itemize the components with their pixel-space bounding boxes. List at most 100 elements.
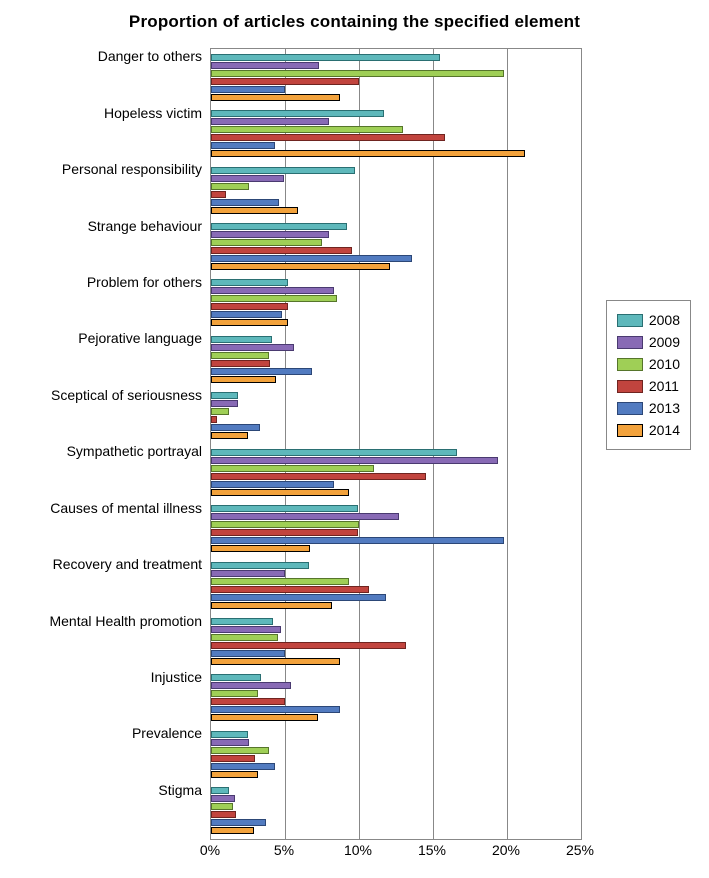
legend-label: 2010 [649,356,680,372]
bar [211,94,340,101]
category-label: Pejorative language [78,330,202,346]
x-tick-label: 5% [274,842,294,858]
bar [211,191,226,198]
bar [211,400,238,407]
bar [211,54,440,61]
bar [211,505,358,512]
bar [211,207,298,214]
bar [211,578,349,585]
bar [211,811,236,818]
bar [211,714,318,721]
category-label: Danger to others [98,48,202,64]
bar [211,602,332,609]
bar [211,819,266,826]
category-label: Prevalence [132,725,202,741]
bar [211,674,261,681]
bar [211,223,347,230]
category-label: Sceptical of seriousness [51,387,202,403]
legend-item: 2010 [617,353,680,375]
chart-title: Proportion of articles containing the sp… [0,0,709,36]
legend-label: 2014 [649,422,680,438]
legend-item: 2008 [617,309,680,331]
bar [211,513,399,520]
bar [211,376,276,383]
bar [211,618,273,625]
bar [211,344,294,351]
bar [211,545,310,552]
category-label: Injustice [151,669,202,685]
y-axis-labels: Danger to others Hopeless victim Personal … [0,48,210,838]
bar [211,457,498,464]
bar [211,706,340,713]
bar [211,682,291,689]
bar [211,755,255,762]
bar [211,247,352,254]
x-tick-label: 25% [566,842,594,858]
bar [211,279,288,286]
category-label: Personal responsibility [62,161,202,177]
legend-label: 2013 [649,400,680,416]
bar [211,110,384,117]
bar [211,352,269,359]
chart-container: Proportion of articles containing the sp… [0,0,709,878]
bar [211,690,258,697]
gridline [507,49,508,839]
bar [211,416,217,423]
bar [211,295,337,302]
legend-swatch [617,424,643,437]
category-label: Sympathetic portrayal [67,443,202,459]
bar [211,481,334,488]
bar [211,70,504,77]
bar [211,537,504,544]
bar [211,594,386,601]
legend-item: 2011 [617,375,680,397]
bar [211,368,312,375]
category-label: Causes of mental illness [50,500,202,516]
bar [211,319,288,326]
bar [211,408,229,415]
bar [211,263,390,270]
bar [211,360,270,367]
legend-item: 2009 [617,331,680,353]
legend-swatch [617,402,643,415]
bar [211,142,275,149]
gridline [359,49,360,839]
plot-area [210,48,582,840]
bar [211,134,445,141]
bar [211,424,260,431]
bar [211,731,248,738]
bar [211,199,279,206]
bar [211,763,275,770]
bar [211,739,249,746]
bar [211,658,340,665]
bar [211,449,457,456]
category-label: Hopeless victim [104,105,202,121]
bar [211,287,334,294]
bar [211,489,349,496]
legend-swatch [617,380,643,393]
bar [211,787,229,794]
bar [211,183,249,190]
bar [211,86,285,93]
bar [211,150,525,157]
legend-swatch [617,336,643,349]
category-label: Stigma [158,782,202,798]
bar [211,311,282,318]
bar [211,626,281,633]
bar [211,570,285,577]
x-tick-label: 15% [418,842,446,858]
bar [211,803,233,810]
legend-label: 2011 [649,378,679,394]
bar [211,78,359,85]
bar [211,126,403,133]
legend-swatch [617,358,643,371]
bar [211,642,406,649]
bar [211,465,374,472]
bar [211,747,269,754]
bar [211,303,288,310]
bar [211,167,355,174]
legend-swatch [617,314,643,327]
bar [211,62,319,69]
legend: 20082009 2010 2011 2013 2014 [606,300,691,450]
bar [211,562,309,569]
